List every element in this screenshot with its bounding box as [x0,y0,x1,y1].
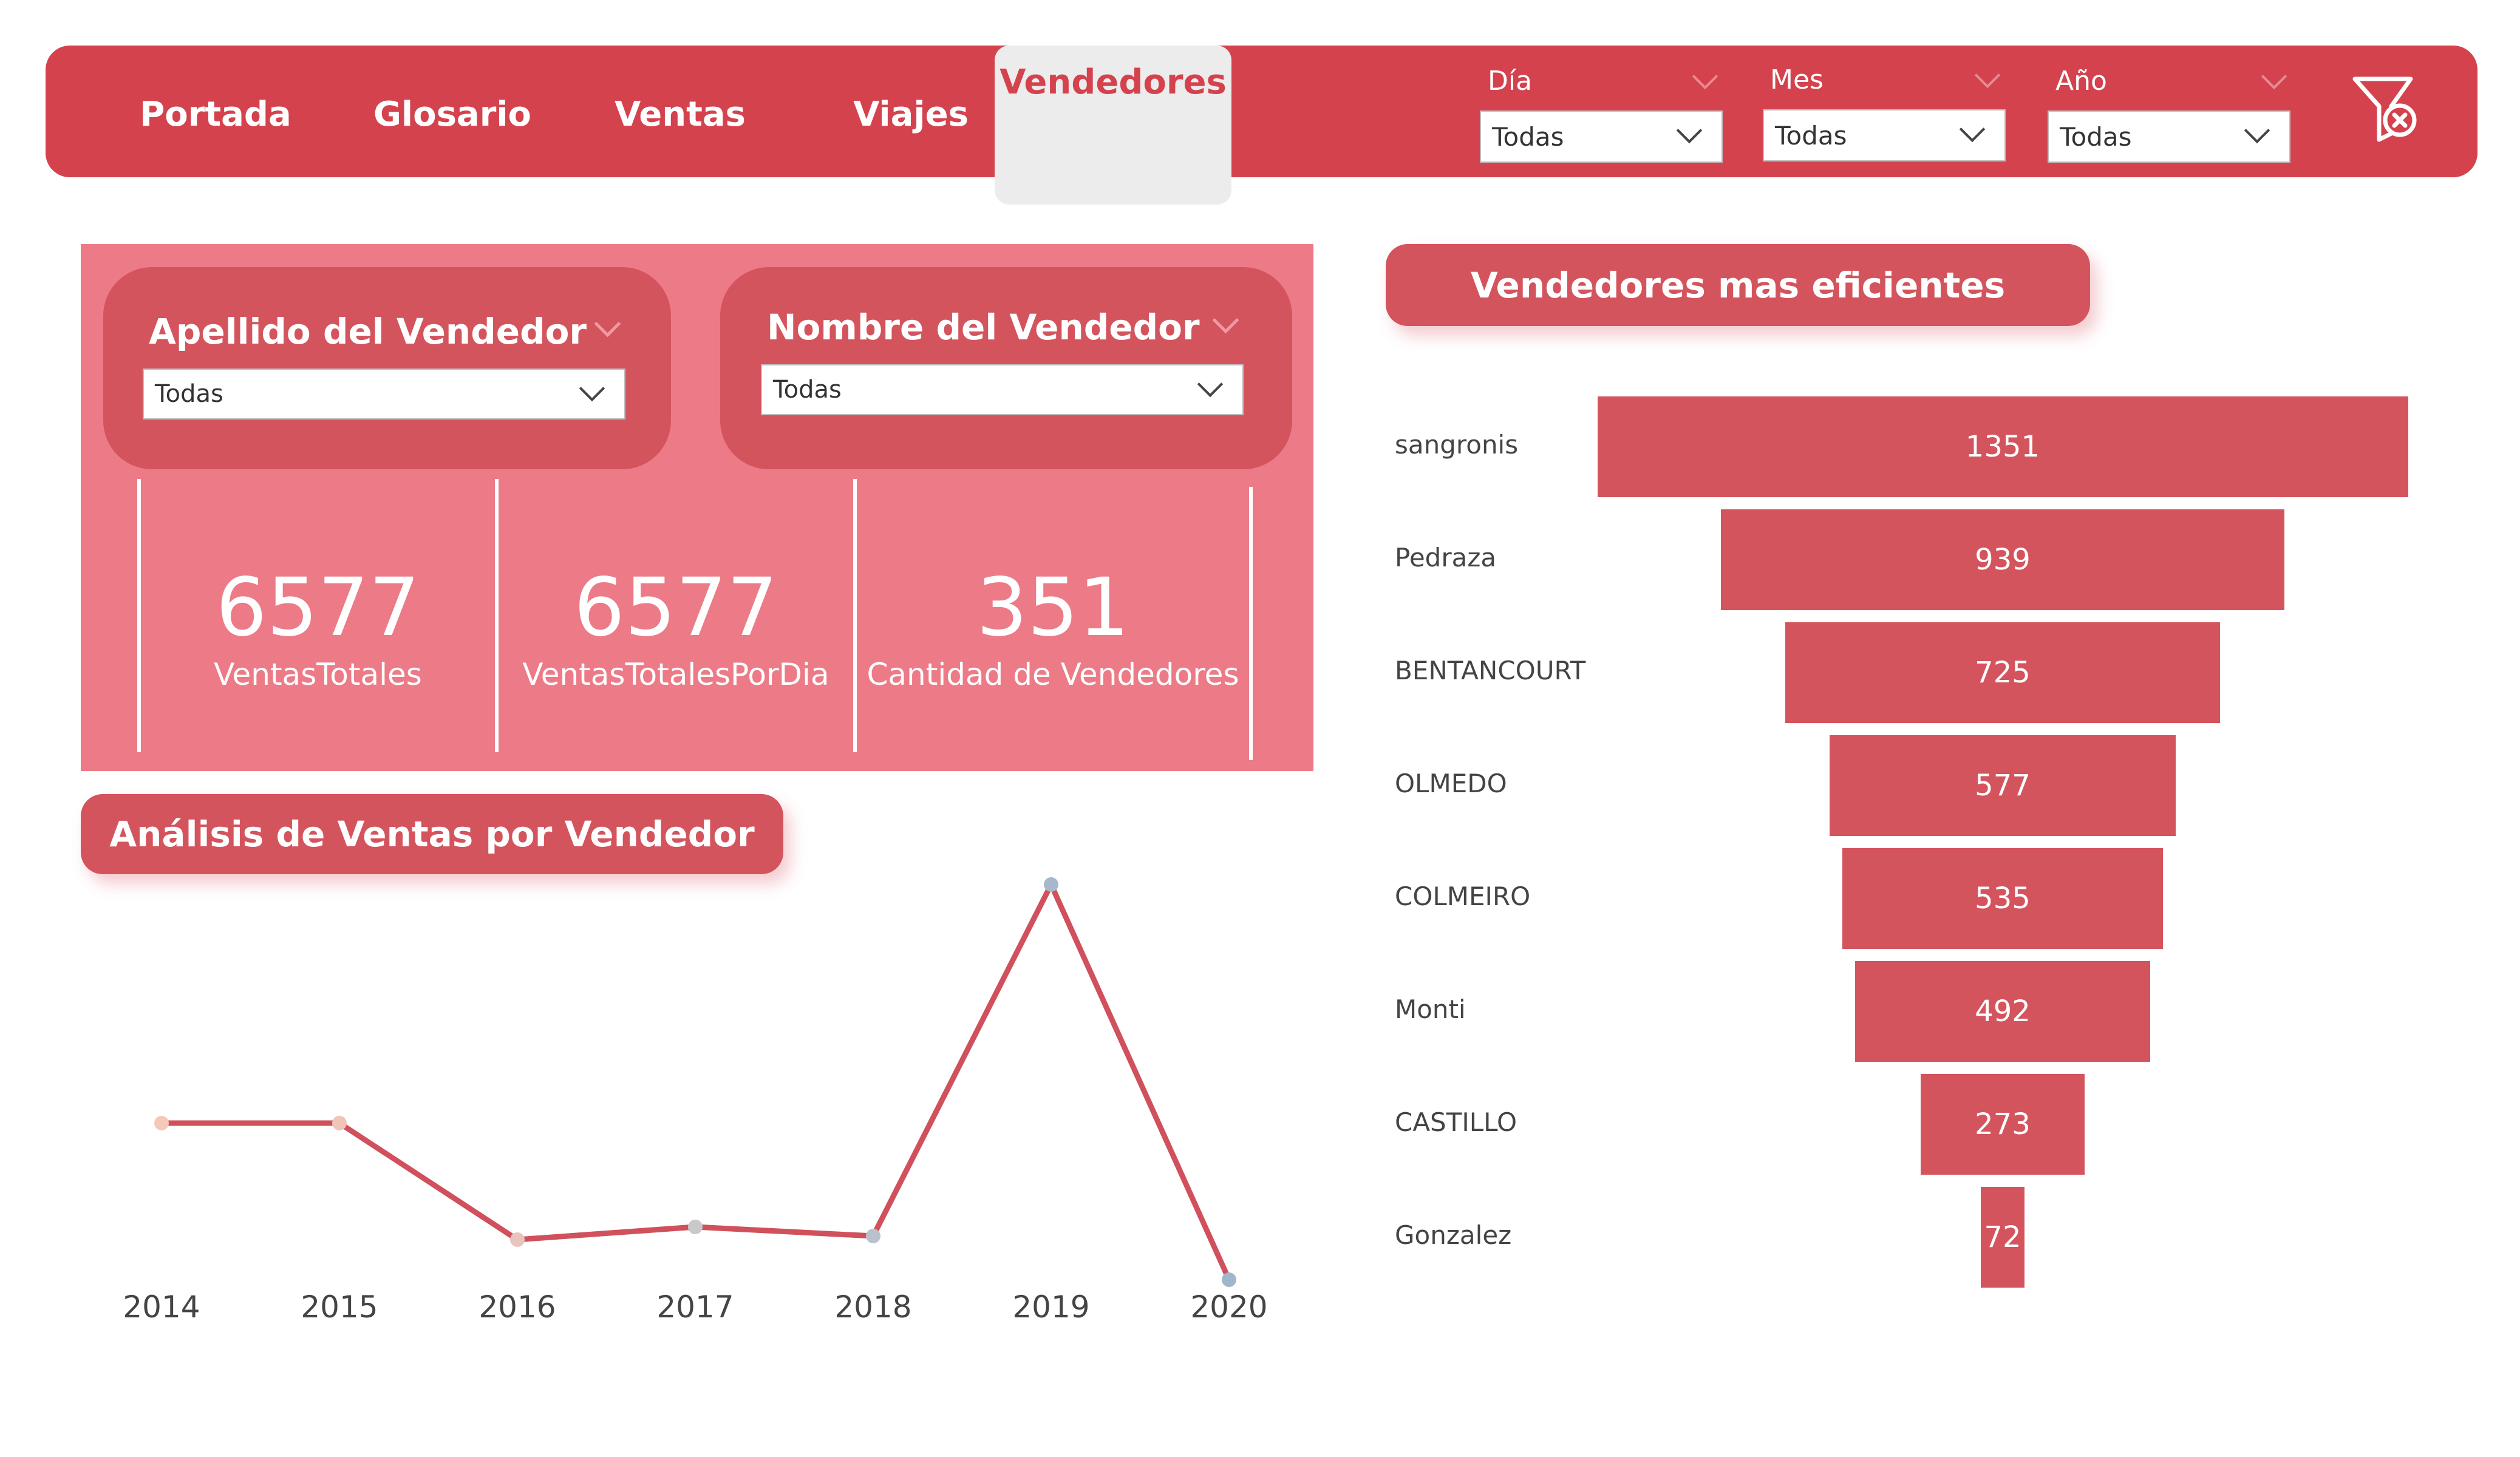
filter-anio-label: Año [2055,66,2107,97]
funnel-value-label: 492 [1975,994,2031,1028]
data-point-2017[interactable] [688,1220,703,1234]
funnel-category-label: Gonzalez [1395,1220,1512,1250]
chevron-down-icon[interactable] [594,310,621,338]
data-point-2020[interactable] [1222,1272,1236,1287]
funnel-category-label: COLMEIRO [1395,881,1531,911]
tab-portada[interactable]: Portada [140,95,291,134]
clear-filter-icon[interactable] [2350,73,2420,146]
x-tick-label: 2017 [656,1289,734,1325]
funnel-value-label: 72 [1984,1220,2021,1254]
funnel-bar[interactable]: 939 [1721,509,2284,610]
funnel-bar[interactable]: 72 [1981,1187,2025,1288]
funnel-bar[interactable]: 725 [1785,622,2221,723]
chevron-down-icon [1959,116,1986,143]
funnel-category-label: BENTANCOURT [1395,656,1586,685]
kpi-cantidad-vendedores-label: Cantidad de Vendedores [867,657,1239,692]
chevron-down-icon[interactable] [2261,63,2287,90]
tab-viajes[interactable]: Viajes [853,95,969,134]
tab-glosario[interactable]: Glosario [373,95,532,134]
chevron-down-icon [579,375,605,402]
slicer-apellido-card: Apellido del Vendedor Todas [103,267,671,469]
kpi-ventas-por-dia-label: VentasTotalesPorDia [522,657,829,692]
funnel-category-label: sangronis [1395,430,1519,460]
top-navigation-bar: Portada Glosario Ventas Viajes Día Todas… [46,46,2477,177]
chevron-down-icon[interactable] [1212,307,1239,334]
chevron-down-icon [1197,371,1224,398]
funnel-bar[interactable]: 535 [1842,848,2164,949]
kpi-cantidad-vendedores-value: 351 [976,561,1129,654]
slicer-apellido-title: Apellido del Vendedor [149,311,587,352]
slicer-nombre-value: Todas [773,376,842,404]
slicer-nombre-title: Nombre del Vendedor [767,307,1200,348]
kpi-divider [1249,487,1253,760]
kpi-ventas-por-dia-value: 6577 [574,561,778,654]
filter-anio-value: Todas [2060,121,2132,152]
tab-vendedores[interactable]: Vendedores [995,46,1231,205]
funnel-chart-header: Vendedores mas eficientes [1386,244,2090,326]
data-point-2019[interactable] [1044,877,1058,892]
funnel-bar[interactable]: 577 [1829,735,2176,836]
funnel-value-label: 725 [1975,656,2031,690]
funnel-category-label: CASTILLO [1395,1107,1517,1137]
filter-mes-select[interactable]: Todas [1763,109,2006,161]
funnel-value-label: 939 [1975,543,2031,577]
funnel-bar[interactable]: 1351 [1597,396,2408,497]
funnel-bar[interactable]: 492 [1854,961,2151,1062]
kpi-divider [495,479,499,752]
x-tick-label: 2015 [301,1289,378,1325]
data-point-2018[interactable] [866,1229,880,1243]
kpi-divider [853,479,857,752]
data-point-2015[interactable] [332,1116,347,1130]
chevron-down-icon[interactable] [1692,63,1718,90]
slicer-nombre-card: Nombre del Vendedor Todas [720,267,1292,469]
line-chart-header: Análisis de Ventas por Vendedor [81,794,783,874]
filter-anio-select[interactable]: Todas [2048,110,2290,163]
filter-mes-label: Mes [1770,64,1824,95]
slicer-nombre-select[interactable]: Todas [761,364,1244,415]
slicer-apellido-select[interactable]: Todas [143,368,625,419]
funnel-value-label: 577 [1975,769,2031,803]
funnel-bar[interactable]: 273 [1921,1074,2085,1175]
chevron-down-icon[interactable] [1974,62,2001,89]
funnel-value-label: 273 [1975,1107,2031,1141]
filter-dia-select[interactable]: Todas [1480,110,1723,163]
tab-ventas[interactable]: Ventas [614,95,746,134]
sales-line-chart: 2014 2015 2016 2017 2018 2019 2020 [123,877,1268,1325]
data-point-2014[interactable] [154,1116,169,1130]
filter-dia-value: Todas [1492,121,1564,152]
kpi-ventas-totales-value: 6577 [216,561,420,654]
x-tick-label: 2020 [1190,1289,1267,1325]
kpi-divider [137,479,141,752]
filter-dia-label: Día [1488,66,1533,97]
data-point-2016[interactable] [510,1232,525,1247]
funnel-category-label: Pedraza [1395,543,1497,572]
x-tick-label: 2019 [1012,1289,1089,1325]
funnel-category-label: Monti [1395,994,1466,1024]
chevron-down-icon [2244,117,2270,144]
funnel-value-label: 535 [1975,881,2031,915]
filter-mes-value: Todas [1775,120,1847,151]
kpi-panel: Apellido del Vendedor Todas Nombre del V… [81,244,1313,771]
funnel-category-label: OLMEDO [1395,769,1507,798]
x-tick-label: 2018 [834,1289,911,1325]
funnel-value-label: 1351 [1965,430,2040,464]
chevron-down-icon [1676,117,1703,144]
slicer-apellido-value: Todas [155,380,223,408]
x-tick-label: 2014 [123,1289,200,1325]
kpi-ventas-totales-label: VentasTotales [214,657,422,692]
x-tick-label: 2016 [478,1289,556,1325]
